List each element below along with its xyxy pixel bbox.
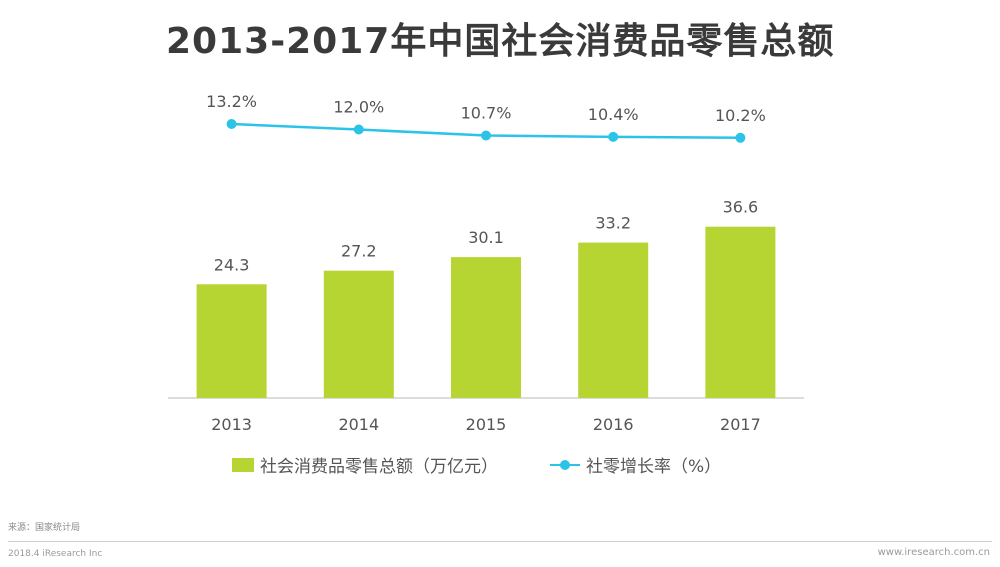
legend: 社会消费品零售总额（万亿元） 社零增长率（%） [232, 452, 721, 477]
growth-rate-label-2015: 10.7% [461, 104, 512, 123]
footer-divider [8, 541, 992, 542]
source-note: 来源：国家统计局 [8, 523, 81, 533]
bar-value-label-2017: 36.6 [723, 198, 759, 217]
legend-line-label: 社零增长率（%） [586, 457, 722, 477]
x-tick-label-2017: 2017 [720, 415, 761, 434]
x-tick-label-2014: 2014 [338, 415, 379, 434]
growth-rate-label-2016: 10.4% [588, 105, 639, 124]
growth-rate-point-2013 [226, 119, 237, 129]
chart-title: 2013-2017年中国社会消费品零售总额 [166, 21, 835, 62]
growth-rate-point-2017 [735, 132, 746, 143]
footer-copyright: 2018.4 iResearch Inc [8, 549, 103, 559]
growth-rate-label-2014: 12.0% [333, 98, 384, 117]
bar-value-label-2013: 24.3 [214, 255, 250, 274]
growth-rate-point-2015 [481, 130, 491, 141]
bar-2014 [323, 270, 394, 398]
bar-2016 [578, 242, 649, 398]
legend-line-swatch [550, 458, 580, 472]
bar-2013 [196, 284, 267, 398]
growth-rate-point-2016 [608, 131, 619, 142]
footer-website: www.iresearch.com.cn [877, 547, 990, 558]
bar-2017 [705, 226, 776, 398]
bar-2015 [451, 257, 521, 398]
bar-value-label-2014: 27.2 [341, 242, 377, 261]
x-tick-label-2015: 2015 [466, 415, 507, 434]
x-tick-label-2016: 2016 [593, 415, 634, 434]
legend-item-bar: 社会消费品零售总额（万亿元） [232, 452, 498, 477]
growth-rate-point-2014 [353, 124, 364, 135]
bar-value-label-2016: 33.2 [595, 214, 631, 233]
legend-bar-label: 社会消费品零售总额（万亿元） [260, 457, 498, 477]
x-tick-label-2013: 2013 [211, 415, 252, 434]
bar-value-label-2015: 30.1 [468, 228, 504, 247]
growth-rate-label-2017: 10.2% [715, 106, 766, 125]
growth-rate-label-2013: 13.2% [206, 92, 257, 111]
legend-item-line: 社零增长率（%） [498, 452, 721, 477]
legend-bar-swatch [232, 457, 254, 472]
